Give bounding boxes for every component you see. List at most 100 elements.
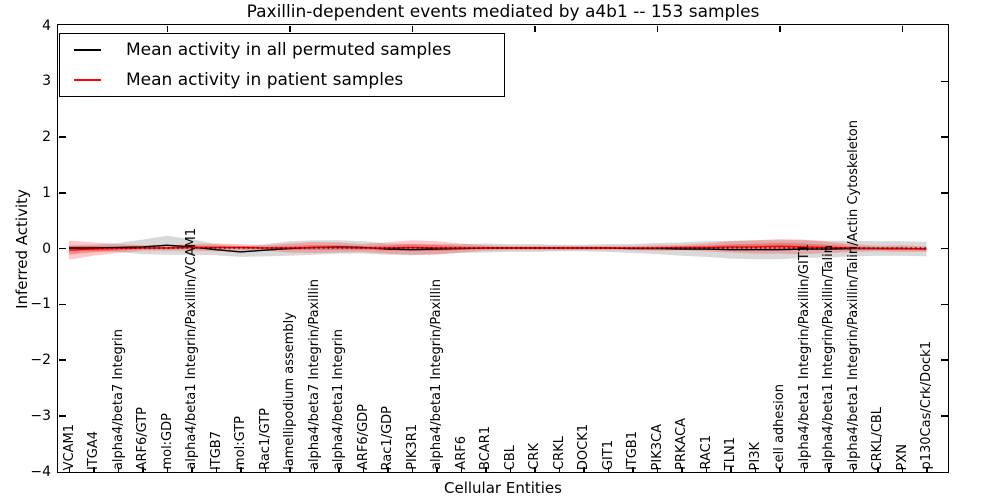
x-tick-label: TLN1	[723, 436, 738, 470]
x-tick-label: p130Cas/Crk/Dock1	[919, 341, 934, 470]
x-tick-label: CRKL/CBL	[870, 406, 885, 471]
y-tick-mark-left	[58, 136, 66, 138]
x-tick-label: mol:GDP	[159, 413, 175, 470]
x-tick-label: alpha4/beta1 Integrin/Paxillin/Talin/Act…	[845, 119, 861, 470]
x-tick-label: PIK3R1	[404, 424, 420, 470]
x-tick-mark-bottom	[362, 466, 365, 472]
y-tick-mark-right	[940, 359, 948, 361]
y-tick-mark-left	[58, 359, 66, 361]
x-tick-label: PIK3CA	[649, 423, 665, 470]
x-tick-mark-bottom	[215, 466, 218, 472]
x-tick-mark-bottom	[240, 466, 242, 472]
y-tick-mark-right	[940, 136, 948, 138]
x-tick-mark-top	[779, 25, 781, 32]
x-tick-label: Rac1/GDP	[380, 405, 395, 470]
x-tick-mark-bottom	[313, 466, 316, 472]
x-tick-mark-bottom	[93, 466, 95, 472]
y-tick-mark-left	[58, 247, 66, 250]
x-tick-mark-bottom	[534, 466, 536, 472]
y-tick-label: 0	[42, 240, 51, 257]
x-tick-mark-top	[901, 25, 904, 32]
legend-entry-patient: Mean activity in patient samples	[60, 65, 504, 95]
x-tick-label: ARF6	[453, 436, 469, 470]
x-tick-mark-bottom	[509, 466, 512, 472]
x-tick-mark-top	[166, 25, 169, 32]
x-tick-mark-bottom	[656, 466, 659, 472]
y-tick-label: −1	[30, 296, 51, 313]
legend-entry-permuted: Mean activity in all permuted samples	[60, 35, 504, 65]
x-tick-mark-bottom	[387, 466, 389, 472]
x-tick-label: mol:GTP	[233, 416, 248, 470]
x-tick-mark-bottom	[901, 466, 904, 472]
x-tick-mark-bottom	[681, 466, 683, 472]
x-tick-mark-bottom	[803, 466, 806, 472]
x-tick-mark-bottom	[926, 466, 928, 472]
x-tick-label: alpha4/beta1 Integrin/Paxillin/VCAM1	[184, 228, 199, 470]
x-tick-label: lamellipodium assembly	[282, 312, 297, 470]
y-tick-label: 3	[42, 73, 51, 90]
x-tick-label: alpha4/beta1 Integrin	[331, 328, 346, 470]
x-tick-label: alpha4/beta1 Integrin/Paxillin	[429, 278, 444, 470]
x-tick-mark-bottom	[411, 466, 414, 472]
band	[69, 243, 927, 255]
y-tick-mark-left	[58, 415, 66, 417]
x-tick-label: BCAR1	[478, 426, 493, 470]
x-tick-mark-bottom	[485, 466, 487, 472]
x-tick-mark-bottom	[828, 466, 830, 472]
x-tick-label: alpha4/beta7 Integrin/Paxillin	[306, 278, 322, 470]
y-tick-label: −4	[30, 463, 51, 480]
x-tick-label: DOCK1	[576, 423, 591, 470]
y-tick-mark-right	[940, 80, 948, 82]
x-tick-mark-bottom	[779, 466, 781, 472]
x-tick-label: CRK	[527, 443, 542, 470]
x-tick-label: ITGB7	[208, 430, 224, 470]
x-tick-mark-bottom	[191, 466, 193, 472]
x-tick-mark-bottom	[877, 466, 879, 472]
x-tick-label: CRKL	[551, 436, 567, 470]
legend-label: Mean activity in patient samples	[126, 70, 404, 90]
x-tick-mark-bottom	[460, 466, 463, 472]
x-tick-mark-bottom	[436, 466, 438, 472]
x-tick-mark-bottom	[632, 466, 634, 472]
band	[69, 239, 927, 260]
legend-label: Mean activity in all permuted samples	[126, 40, 452, 60]
x-tick-mark-top	[289, 25, 291, 32]
x-tick-label: PRKACA	[674, 418, 689, 470]
x-tick-label: ARF6/GDP	[355, 404, 371, 470]
x-tick-mark-bottom	[754, 466, 757, 472]
x-tick-label: ITGB1	[625, 430, 640, 470]
x-tick-label: Rac1/GTP	[257, 408, 273, 470]
plot-area	[57, 24, 949, 473]
x-tick-mark-top	[411, 25, 414, 32]
chart-title: Paxillin-dependent events mediated by a4…	[246, 2, 760, 22]
x-tick-mark-bottom	[166, 466, 169, 472]
y-tick-mark-right	[940, 415, 948, 417]
x-tick-label: CBL	[502, 444, 518, 470]
legend-line-black	[74, 49, 101, 51]
y-tick-mark-left	[58, 192, 66, 194]
x-tick-mark-bottom	[852, 466, 855, 472]
y-tick-label: 1	[42, 184, 51, 201]
y-tick-label: −2	[30, 352, 51, 368]
y-tick-label: 2	[42, 129, 51, 145]
x-tick-label: PXN	[894, 443, 910, 470]
x-tick-mark-bottom	[730, 466, 732, 472]
x-tick-mark-top	[534, 25, 536, 32]
x-tick-mark-bottom	[264, 466, 267, 472]
y-tick-mark-right	[940, 247, 948, 250]
x-tick-mark-bottom	[583, 466, 585, 472]
y-tick-mark-right	[940, 192, 948, 194]
x-tick-label: VCAM1	[61, 423, 77, 470]
x-tick-mark-top	[656, 25, 659, 32]
x-tick-mark-bottom	[338, 466, 340, 472]
y-tick-mark-right	[940, 303, 948, 305]
x-tick-mark-bottom	[607, 466, 610, 472]
x-tick-label: alpha4/beta1 Integrin/Paxillin/Talin	[821, 245, 836, 470]
y-tick-label: −3	[30, 407, 51, 424]
x-tick-mark-bottom	[289, 466, 291, 472]
x-tick-mark-bottom	[558, 466, 561, 472]
x-tick-label: GIT1	[600, 439, 616, 470]
x-tick-label: cell adhesion	[772, 384, 787, 470]
x-tick-mark-bottom	[117, 466, 120, 472]
